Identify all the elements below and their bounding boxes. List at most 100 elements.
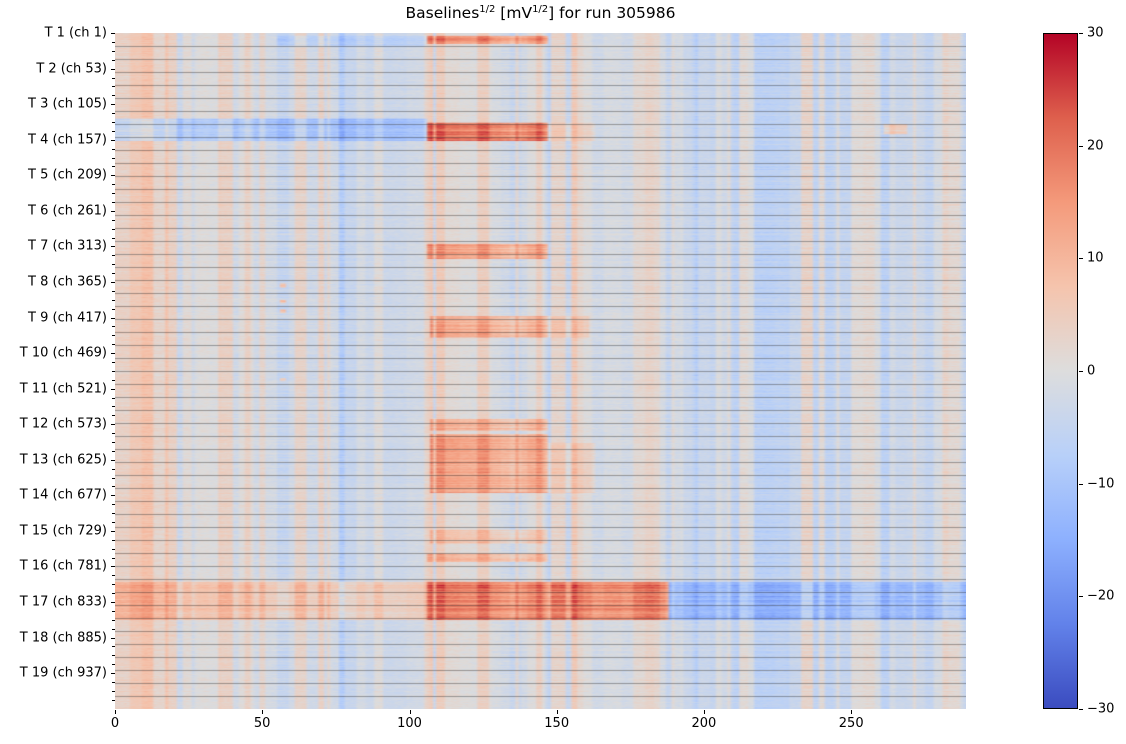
colorbar-tick-label: −30	[1087, 701, 1115, 717]
title-suffix: ] for run 305986	[548, 4, 676, 23]
title-exponent-2: 1/2	[532, 4, 549, 15]
y-tick-label: T 6 (ch 261)	[28, 203, 107, 219]
y-minor-tick	[112, 406, 115, 408]
y-tick-label: T 11 (ch 521)	[19, 381, 107, 397]
y-major-tick	[110, 317, 115, 319]
y-tick-label: T 1 (ch 1)	[44, 25, 107, 41]
y-minor-tick	[112, 699, 115, 701]
y-minor-tick	[112, 121, 115, 123]
y-tick-label: T 14 (ch 677)	[19, 487, 107, 503]
y-minor-tick	[112, 201, 115, 203]
y-minor-tick	[112, 397, 115, 399]
title-prefix: Baselines	[405, 4, 480, 23]
y-tick-label: T 9 (ch 417)	[28, 310, 107, 325]
y-minor-tick	[112, 326, 115, 328]
y-tick-label: T 13 (ch 625)	[19, 452, 107, 468]
y-minor-tick	[112, 584, 115, 586]
y-minor-tick	[112, 50, 115, 52]
y-minor-tick	[112, 308, 115, 310]
colorbar-tick	[1079, 371, 1083, 372]
y-tick-label: T 12 (ch 573)	[19, 416, 107, 432]
y-major-tick	[110, 637, 115, 639]
colorbar-tick-label: 20	[1087, 138, 1104, 154]
y-tick-label: T 2 (ch 53)	[36, 61, 107, 77]
y-minor-tick	[112, 77, 115, 79]
y-minor-tick	[112, 148, 115, 150]
y-minor-tick	[112, 344, 115, 346]
colorbar-tick	[1079, 483, 1083, 485]
colorbar-tick	[1079, 33, 1083, 34]
y-minor-tick	[112, 166, 115, 168]
y-tick-label: T 19 (ch 937)	[19, 665, 107, 681]
y-major-tick	[110, 210, 115, 212]
colorbar-tick-label: −10	[1087, 476, 1115, 492]
y-minor-tick	[112, 273, 115, 274]
y-minor-tick	[112, 575, 115, 577]
chart-title: Baselines1/2 [mV1/2] for run 305986	[115, 4, 966, 22]
y-minor-tick	[112, 450, 115, 452]
colorbar-tick	[1079, 258, 1083, 260]
y-minor-tick	[112, 86, 115, 88]
y-major-tick	[110, 281, 115, 283]
y-minor-tick	[112, 362, 115, 363]
colorbar	[1043, 33, 1078, 709]
colorbar-tick-label: −20	[1087, 588, 1115, 604]
y-minor-tick	[112, 610, 115, 612]
y-minor-tick	[112, 522, 115, 523]
y-tick-label: T 5 (ch 209)	[28, 167, 107, 183]
y-major-tick	[110, 388, 115, 390]
y-major-tick	[110, 566, 115, 568]
y-minor-tick	[112, 370, 115, 372]
x-major-tick	[262, 710, 264, 714]
y-tick-label: T 17 (ch 833)	[19, 594, 107, 610]
y-major-tick	[110, 459, 115, 461]
y-minor-tick	[112, 299, 115, 301]
y-minor-tick	[112, 415, 115, 417]
x-tick-label: 250	[838, 716, 864, 731]
y-minor-tick	[112, 264, 115, 266]
y-minor-tick	[112, 228, 115, 230]
x-tick-label: 50	[253, 716, 271, 731]
y-tick-label: T 3 (ch 105)	[28, 96, 107, 112]
y-minor-tick	[112, 41, 115, 43]
heatmap-plot-area	[115, 33, 966, 709]
y-minor-tick	[112, 477, 115, 479]
y-minor-tick	[112, 379, 115, 381]
colorbar-tick-label: 0	[1087, 363, 1096, 379]
y-minor-tick	[112, 690, 115, 692]
y-minor-tick	[112, 539, 115, 541]
y-minor-tick	[112, 513, 115, 515]
y-major-tick	[110, 104, 115, 106]
y-minor-tick	[112, 59, 115, 61]
y-major-tick	[110, 673, 115, 675]
y-minor-tick	[112, 646, 115, 648]
y-major-tick	[110, 68, 115, 70]
y-tick-label: T 7 (ch 313)	[28, 238, 107, 254]
y-minor-tick	[112, 486, 115, 488]
x-tick-label: 150	[544, 716, 570, 731]
title-mid: [mV	[495, 4, 533, 23]
colorbar-tick-label: 10	[1087, 250, 1104, 266]
title-exponent-1: 1/2	[479, 4, 496, 15]
heatmap-canvas	[115, 33, 966, 709]
y-minor-tick	[112, 130, 115, 132]
y-minor-tick	[112, 593, 115, 595]
y-minor-tick	[112, 219, 115, 221]
y-minor-tick	[112, 548, 115, 550]
y-major-tick	[110, 246, 115, 248]
colorbar-tick	[1079, 596, 1083, 598]
y-minor-tick	[112, 682, 115, 683]
y-major-tick	[110, 602, 115, 603]
x-tick-label: 200	[691, 716, 717, 731]
y-minor-tick	[112, 468, 115, 470]
x-major-tick	[409, 710, 411, 714]
y-minor-tick	[112, 95, 115, 97]
y-minor-tick	[112, 664, 115, 666]
y-minor-tick	[112, 619, 115, 621]
y-minor-tick	[112, 290, 115, 292]
y-tick-label: T 16 (ch 781)	[19, 558, 107, 574]
x-major-tick	[851, 710, 853, 714]
y-major-tick	[110, 530, 115, 532]
y-minor-tick	[112, 442, 115, 443]
